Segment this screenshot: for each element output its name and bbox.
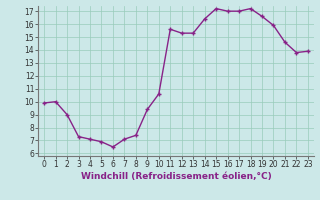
X-axis label: Windchill (Refroidissement éolien,°C): Windchill (Refroidissement éolien,°C) (81, 172, 271, 181)
